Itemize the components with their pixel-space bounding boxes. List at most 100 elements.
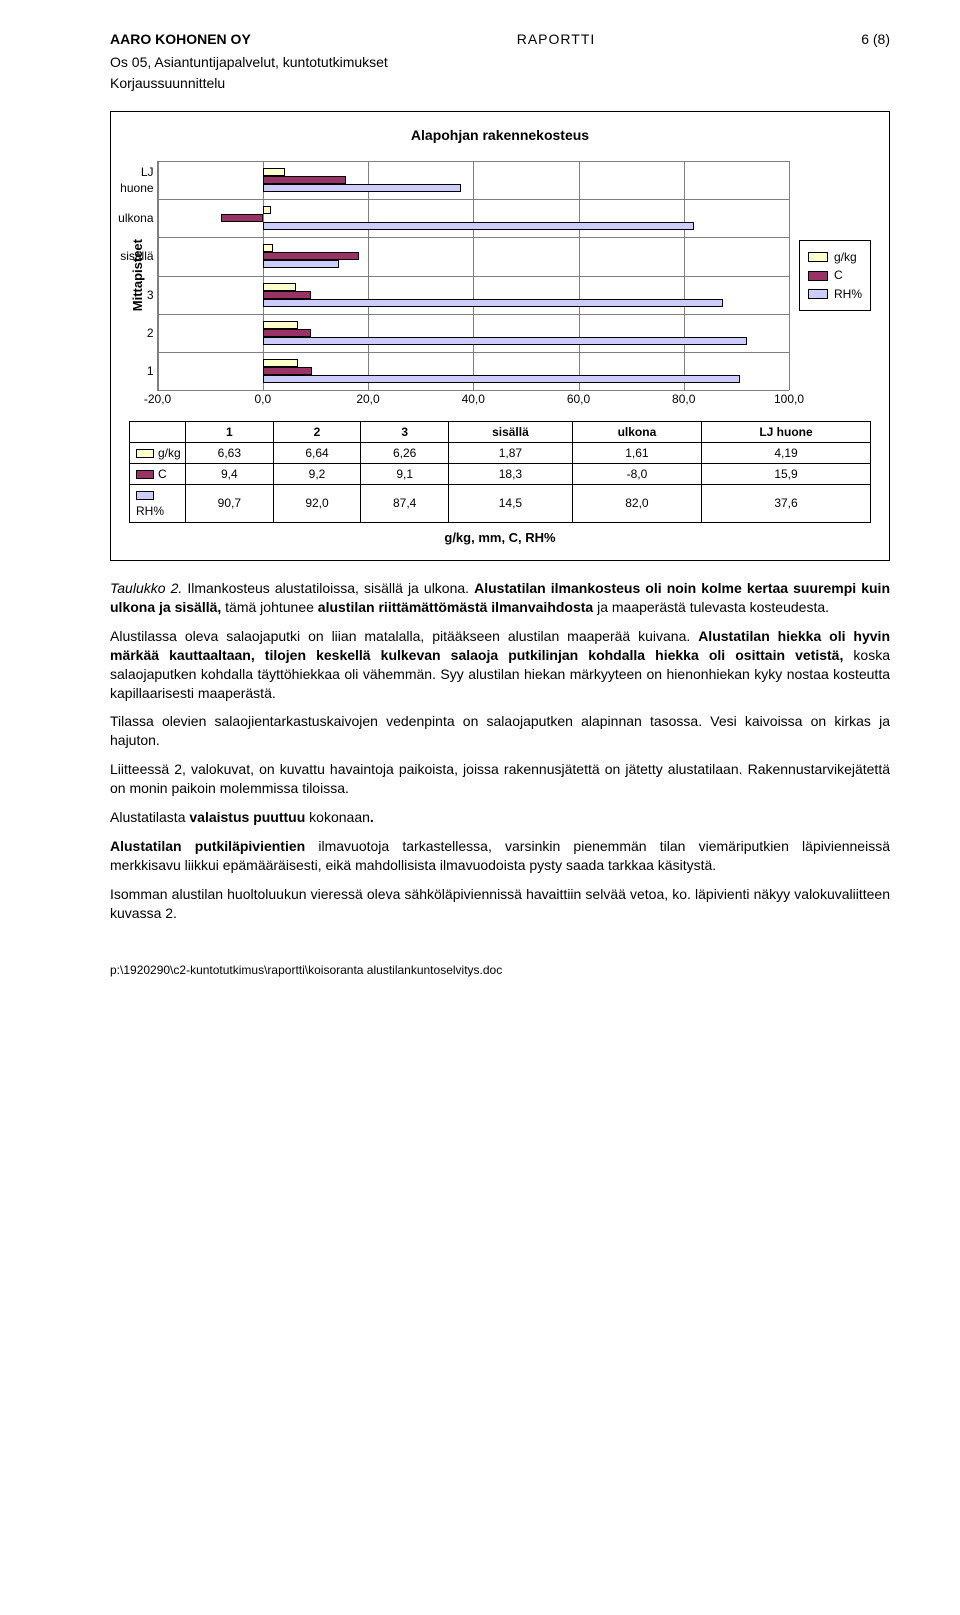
bar-cc [263, 367, 312, 375]
table-cell: 9,1 [361, 463, 449, 484]
table-cell: 4,19 [702, 442, 871, 463]
doc-type: RAPORTTI [517, 30, 596, 49]
table-cell: -8,0 [572, 463, 701, 484]
table-cell: 37,6 [702, 485, 871, 522]
table-cell: 14,5 [449, 485, 573, 522]
company-name: AARO KOHONEN OY [110, 30, 251, 49]
chart-body: Mittapisteet -20,00,020,040,060,080,0100… [129, 161, 871, 391]
x-tick: -20,0 [144, 391, 171, 407]
bar-rh [263, 184, 461, 192]
legend-label-gk: g/kg [834, 249, 857, 265]
p2-a: Alustilassa oleva salaojaputki on liian … [110, 628, 698, 644]
legend-item-gk: g/kg [808, 249, 862, 265]
table-cell: 9,4 [186, 463, 274, 484]
row-header: RH% [130, 485, 186, 522]
chart-data-table: 1 2 3 sisällä ulkona LJ huone g/kg6,636,… [129, 421, 871, 523]
swatch-rh-icon [808, 289, 828, 299]
x-tick: 60,0 [567, 391, 590, 407]
x-tick: 40,0 [462, 391, 485, 407]
bar-gk [263, 283, 296, 291]
table-col-6: LJ huone [702, 421, 871, 442]
table-row: C9,49,29,118,3-8,015,9 [130, 463, 871, 484]
table-col-4: sisällä [449, 421, 573, 442]
chart-container: Alapohjan rakennekosteus Mittapisteet -2… [110, 111, 890, 561]
row-header: C [130, 463, 186, 484]
caption-bold2: alustilan riittämättömästä ilmanvaihdost… [318, 599, 593, 615]
caption-mid: tämä johtunee [221, 599, 318, 615]
table-cell: 6,26 [361, 442, 449, 463]
table-row: g/kg 6,636,646,261,871,614,19 [130, 442, 871, 463]
table-cell: 1,87 [449, 442, 573, 463]
chart-plot-wrap: -20,00,020,040,060,080,0100,0LJ huoneulk… [157, 161, 789, 391]
paragraph-5: Alustatilasta valaistus puuttuu kokonaan… [110, 808, 890, 827]
row-label: RH% [136, 504, 164, 518]
bar-gk [263, 244, 273, 252]
table-cell: 9,2 [273, 463, 361, 484]
swatch-cc-icon [136, 470, 154, 479]
chart-title: Alapohjan rakennekosteus [129, 126, 871, 145]
table-cell: 6,64 [273, 442, 361, 463]
header-sub2: Korjaussuunnittelu [110, 74, 890, 93]
grid-h [158, 314, 789, 315]
footer-path: p:\1920290\c2-kuntotutkimus\raportti\koi… [110, 962, 890, 978]
grid-h [158, 161, 789, 162]
page-header: AARO KOHONEN OY RAPORTTI 6 (8) [110, 30, 890, 49]
paragraph-2: Alustilassa oleva salaojaputki on liian … [110, 627, 890, 703]
chart-legend: g/kg C RH% [799, 240, 871, 311]
table-cell: 82,0 [572, 485, 701, 522]
chart-plot-area: -20,00,020,040,060,080,0100,0LJ huoneulk… [157, 161, 789, 391]
bar-rh [263, 375, 740, 383]
legend-item-rh: RH% [808, 286, 862, 302]
table-cell: 18,3 [449, 463, 573, 484]
grid-v [789, 161, 790, 390]
category-label: 1 [106, 363, 154, 379]
x-tick: 0,0 [254, 391, 271, 407]
bar-rh [263, 337, 747, 345]
legend-label-c: C [834, 267, 843, 283]
category-label: ulkona [106, 210, 154, 226]
bar-cc [221, 214, 263, 222]
header-sub1: Os 05, Asiantuntijapalvelut, kuntotutkim… [110, 53, 890, 72]
legend-item-c: C [808, 267, 862, 283]
table-col-3: 3 [361, 421, 449, 442]
x-tick: 20,0 [356, 391, 379, 407]
table-row: RH%90,792,087,414,582,037,6 [130, 485, 871, 522]
table-col-2: 2 [273, 421, 361, 442]
swatch-rh-icon [136, 491, 154, 500]
paragraph-6: Alustatilan putkiläpivientien ilmavuotoj… [110, 837, 890, 875]
page-number: 6 (8) [861, 30, 890, 49]
bar-cc [263, 329, 311, 337]
table-col-5: ulkona [572, 421, 701, 442]
swatch-gk-icon [808, 252, 828, 262]
table-cell: 1,61 [572, 442, 701, 463]
x-tick: 100,0 [774, 391, 804, 407]
bar-gk [263, 321, 298, 329]
legend-label-rh: RH% [834, 286, 862, 302]
row-header: g/kg [130, 442, 186, 463]
bar-cc [263, 252, 359, 260]
chart-x-label: g/kg, mm, C, RH% [129, 529, 871, 547]
category-label: LJ huone [106, 164, 154, 196]
table-col-1: 1 [186, 421, 274, 442]
caption-plain: Ilmankosteus alustatiloissa, sisällä ja … [182, 580, 474, 596]
row-label: g/kg [158, 446, 181, 460]
p5-c: kokonaan [305, 809, 370, 825]
swatch-gk-icon [136, 449, 154, 458]
bar-rh [263, 260, 339, 268]
caption-paragraph: Taulukko 2. Ilmankosteus alustatiloissa,… [110, 579, 890, 617]
bar-gk [263, 206, 271, 214]
swatch-c-icon [808, 271, 828, 281]
bar-cc [263, 176, 347, 184]
grid-h [158, 237, 789, 238]
bar-rh [263, 299, 723, 307]
grid-h [158, 276, 789, 277]
table-cell: 87,4 [361, 485, 449, 522]
table-cell: 6,63 [186, 442, 274, 463]
bar-cc [263, 291, 311, 299]
caption-tail: ja maaperästä tulevasta kosteudesta. [593, 599, 829, 615]
category-label: 3 [106, 287, 154, 303]
caption-lead: Taulukko 2. [110, 580, 182, 596]
grid-h [158, 352, 789, 353]
table-corner [130, 421, 186, 442]
row-label: C [158, 467, 167, 481]
